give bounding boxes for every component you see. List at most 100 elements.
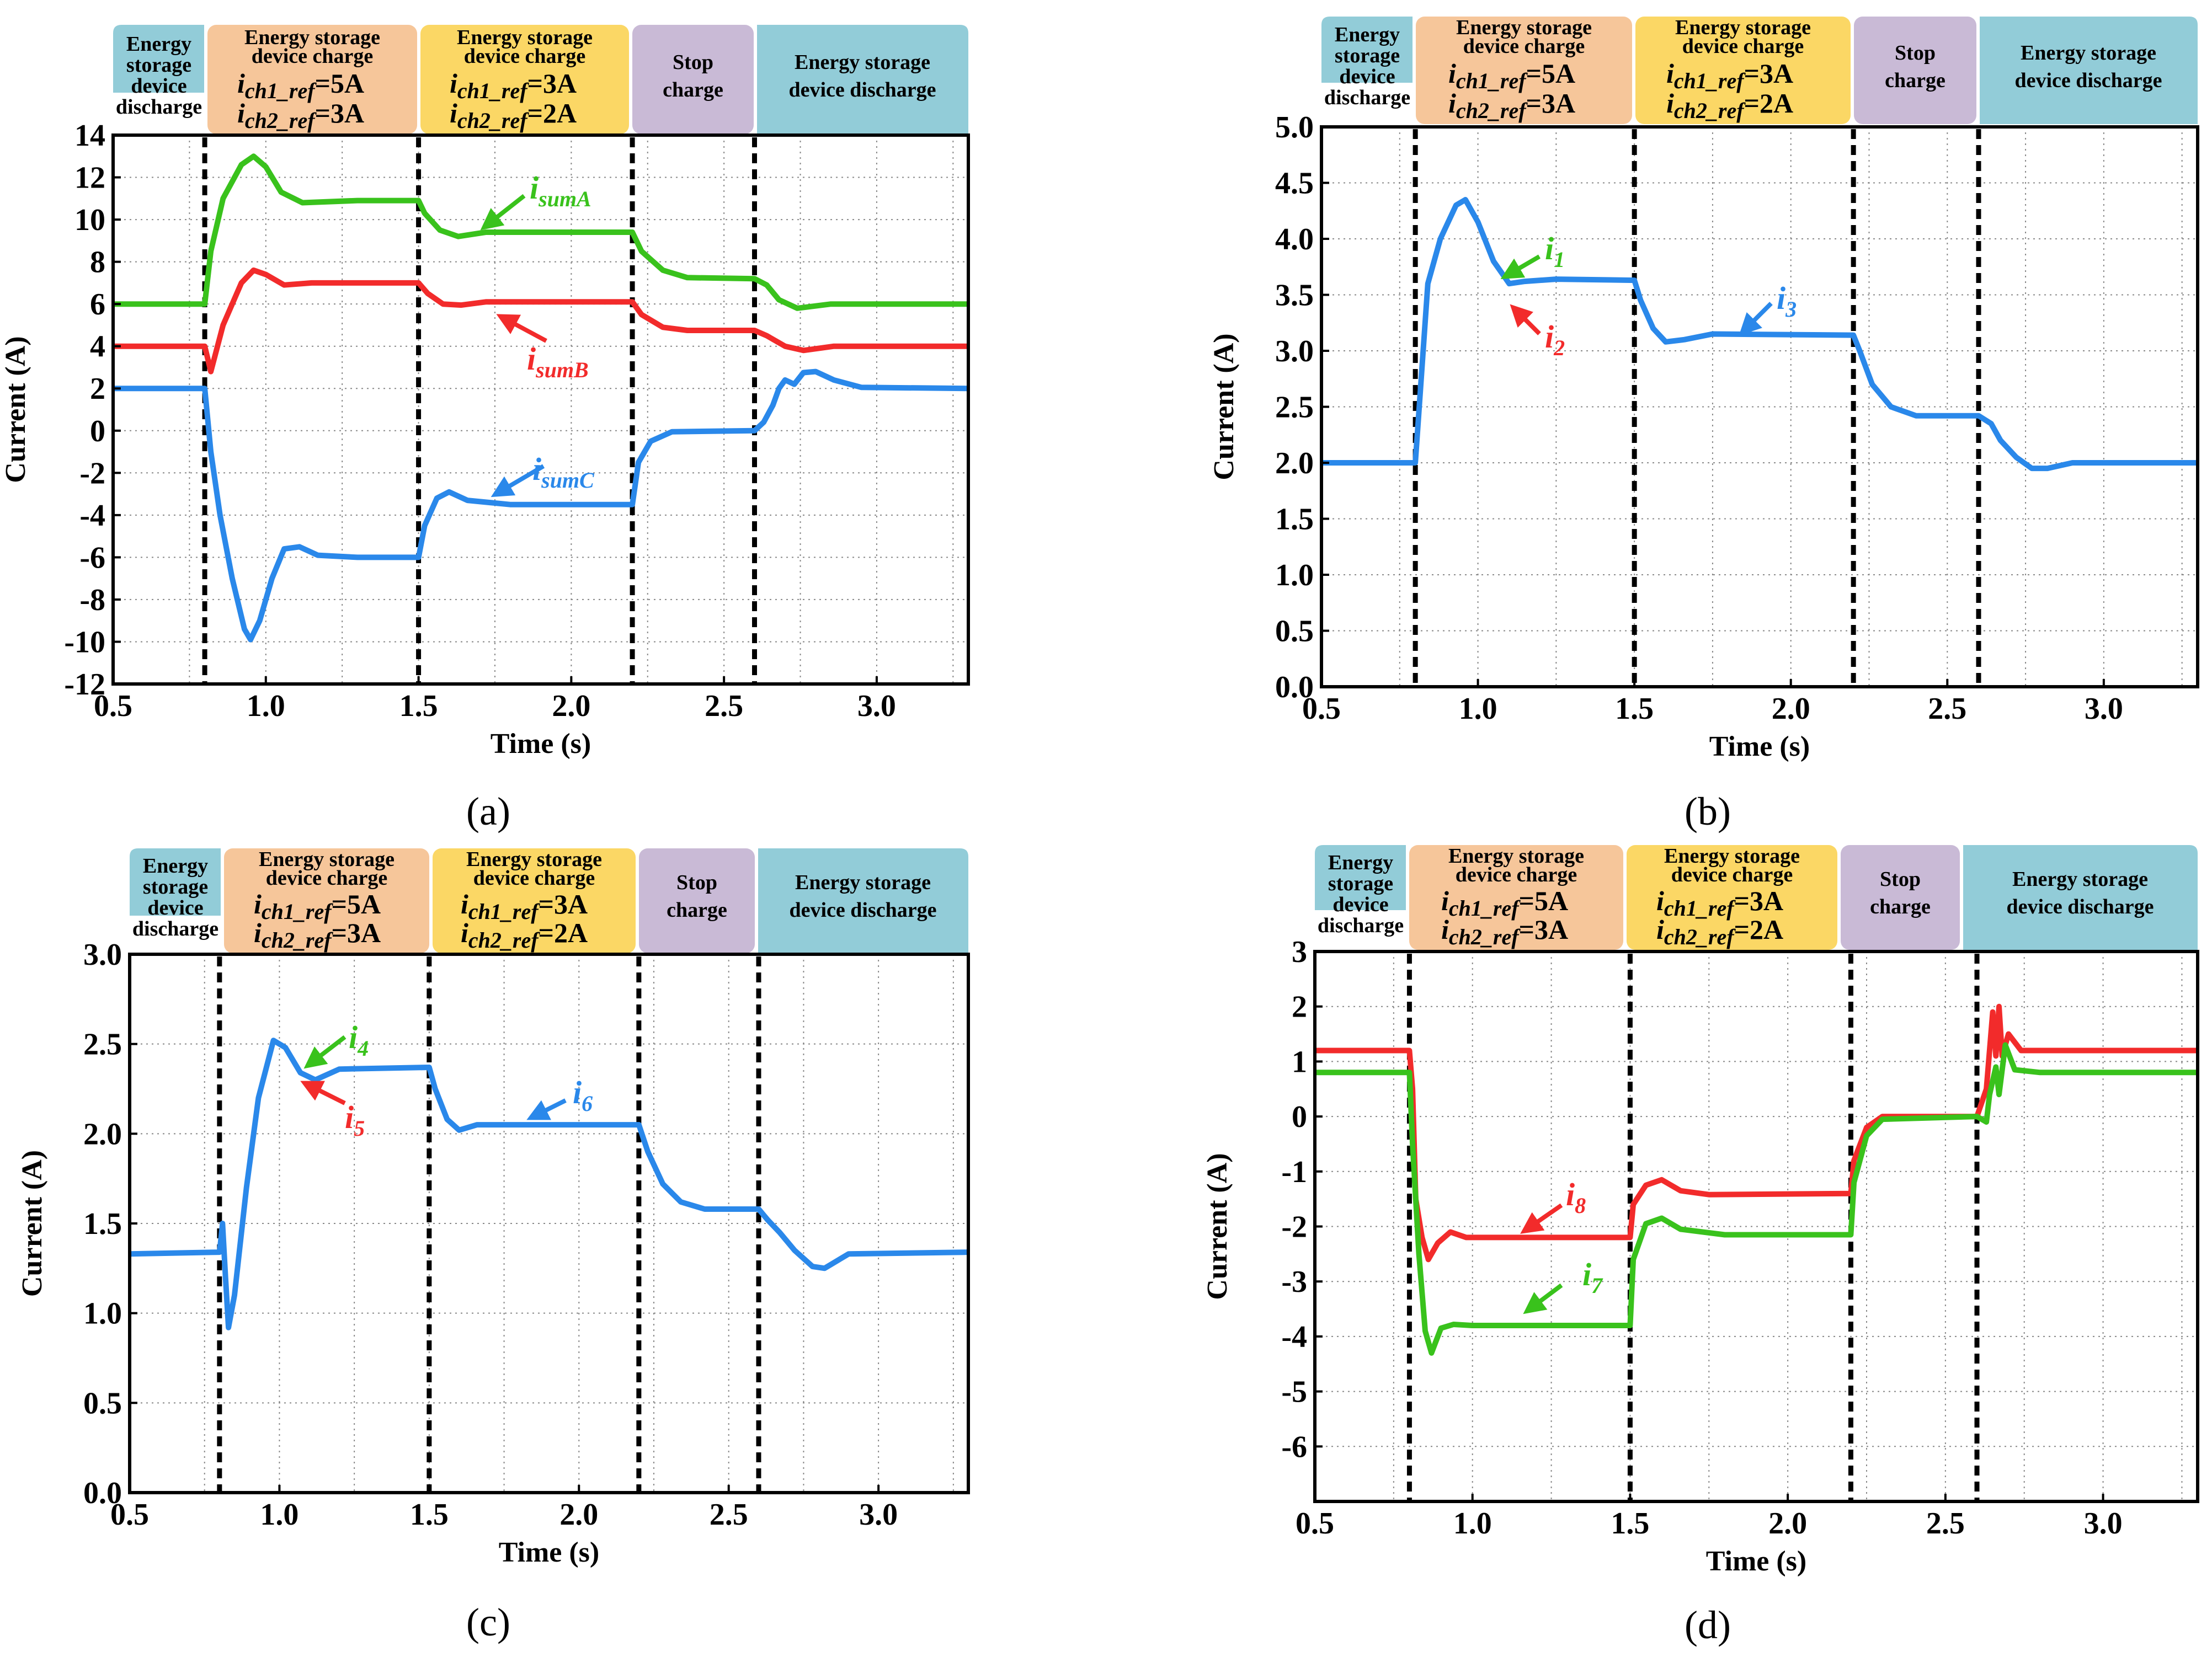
phase-stop bbox=[1841, 845, 1960, 950]
phase-label: discharge bbox=[132, 917, 218, 940]
caption-d: (d) bbox=[1685, 1603, 1731, 1647]
y-tick-label: -4 bbox=[79, 499, 105, 533]
phase-label: charge bbox=[1870, 895, 1931, 918]
phase-label: device bbox=[1339, 65, 1395, 88]
phase-label: device charge bbox=[1671, 863, 1793, 886]
series-annotation: i2 bbox=[1545, 319, 1565, 360]
x-tick-label: 2.5 bbox=[1926, 1506, 1965, 1541]
y-tick-label: -1 bbox=[1281, 1155, 1307, 1189]
y-tick-label: 3 bbox=[1292, 935, 1307, 969]
phase-bar-c: Energy storage device discharge Energy stor… bbox=[130, 848, 968, 953]
y-axis-label: Current (A) bbox=[1202, 1153, 1233, 1300]
x-tick-label: 1.0 bbox=[260, 1498, 299, 1532]
phase-label: discharge bbox=[116, 95, 202, 119]
y-tick-label: 2.5 bbox=[83, 1028, 122, 1062]
phase-label: discharge bbox=[1318, 914, 1404, 937]
annotation-arrow bbox=[1500, 254, 1541, 280]
phase-label: Stop bbox=[676, 871, 717, 894]
annotation-arrow bbox=[303, 1035, 347, 1069]
y-tick-label: 0.5 bbox=[83, 1386, 122, 1420]
x-tick-label: 0.5 bbox=[1296, 1506, 1334, 1541]
phase-label: Energy storage bbox=[259, 848, 395, 871]
y-tick-label: 4.0 bbox=[1275, 222, 1314, 256]
ref-ch1-3a: ich1_ref=3A bbox=[461, 889, 588, 924]
x-tick-label: 3.0 bbox=[857, 689, 896, 723]
annotation-arrow bbox=[1520, 1203, 1563, 1234]
y-tick-label: 0 bbox=[1292, 1100, 1307, 1134]
phase-discharge-end bbox=[1963, 845, 2198, 950]
y-tick-label: 2.0 bbox=[83, 1117, 122, 1151]
phase-label: Energy storage bbox=[244, 26, 380, 49]
phase-discharge-start bbox=[130, 848, 221, 916]
phase-label: charge bbox=[663, 78, 723, 101]
caption-a: (a) bbox=[466, 789, 510, 833]
phase-label: device charge bbox=[464, 45, 586, 68]
y-tick-label: -10 bbox=[64, 625, 105, 659]
phase-label: Energy bbox=[1328, 851, 1393, 874]
x-tick-label: 3.0 bbox=[2085, 692, 2123, 726]
phase-charge-1 bbox=[1416, 17, 1632, 124]
phase-label: Energy storage bbox=[1448, 844, 1584, 868]
phase-label: Energy storage bbox=[457, 26, 593, 49]
ref-ch1-3a: ich1_ref=3A bbox=[1666, 58, 1793, 93]
phase-label: device charge bbox=[1463, 35, 1585, 58]
panel-c: Energy storage device discharge Energy stor… bbox=[17, 848, 970, 1644]
series-annotation: i5 bbox=[345, 1099, 365, 1141]
phase-charge-1 bbox=[1409, 845, 1623, 950]
phase-discharge-end bbox=[758, 848, 968, 953]
series-annotation: isumC bbox=[532, 451, 595, 493]
phase-label: device bbox=[1332, 893, 1388, 916]
plot-b: 0.5 1.0 1.5 2.0 2.5 3.00.00.51.01.52.02.53.03… bbox=[1208, 110, 2199, 762]
annotation-arrow bbox=[491, 464, 545, 498]
x-tick-label: 3.0 bbox=[859, 1498, 898, 1532]
x-tick-label: 2.0 bbox=[1772, 692, 1810, 726]
y-tick-label: 10 bbox=[74, 203, 105, 237]
phase-label: Energy storage bbox=[1675, 16, 1811, 39]
y-tick-label: -2 bbox=[1281, 1210, 1307, 1244]
x-tick-label: 2.5 bbox=[710, 1498, 748, 1532]
phase-bar-b: Energy storage device discharge Energy stor… bbox=[1321, 16, 2198, 124]
phase-bar-d: Energy storage device discharge Energy stor… bbox=[1315, 844, 2198, 950]
y-tick-label: -6 bbox=[1281, 1430, 1307, 1464]
ref-ch1-3a: ich1_ref=3A bbox=[450, 68, 577, 103]
phase-label: device charge bbox=[1456, 863, 1577, 886]
phase-label: Energy bbox=[126, 33, 191, 56]
phase-charge-2 bbox=[433, 848, 636, 953]
annotation-arrow bbox=[496, 314, 547, 343]
annotation-arrow bbox=[1523, 1283, 1563, 1314]
phase-label: Energy storage bbox=[2021, 41, 2156, 65]
phase-label: device discharge bbox=[788, 78, 936, 101]
series-annotation: i1 bbox=[1545, 231, 1565, 272]
phase-discharge-start bbox=[1321, 17, 1413, 83]
ref-ch2-2a: ich2_ref=2A bbox=[461, 917, 588, 953]
y-tick-label: 1.0 bbox=[1275, 558, 1314, 592]
y-tick-label: 6 bbox=[90, 287, 105, 322]
phase-stop bbox=[639, 848, 755, 953]
phase-label: discharge bbox=[1324, 86, 1410, 109]
phase-label: Energy bbox=[143, 854, 208, 878]
phase-charge-1 bbox=[224, 848, 429, 953]
x-tick-label: 1.5 bbox=[410, 1498, 449, 1532]
x-tick-label: 1.0 bbox=[247, 689, 285, 723]
phase-label: device discharge bbox=[2014, 69, 2162, 92]
series-annotation: isumB bbox=[527, 341, 589, 382]
x-tick-label: 1.5 bbox=[1611, 1506, 1649, 1541]
phase-discharge-start bbox=[1315, 845, 1406, 910]
x-tick-label: 0.5 bbox=[1302, 692, 1341, 726]
phase-discharge-start bbox=[113, 25, 204, 93]
phase-label: storage bbox=[1328, 872, 1393, 895]
x-axis-label: Time (s) bbox=[1709, 731, 1810, 762]
phase-label: device charge bbox=[266, 867, 388, 890]
y-axis-label: Current (A) bbox=[17, 1150, 48, 1297]
phase-charge-1 bbox=[207, 25, 417, 134]
ref-ch2-2a: ich2_ref=2A bbox=[450, 98, 577, 133]
annotation-arrow bbox=[1510, 304, 1541, 335]
